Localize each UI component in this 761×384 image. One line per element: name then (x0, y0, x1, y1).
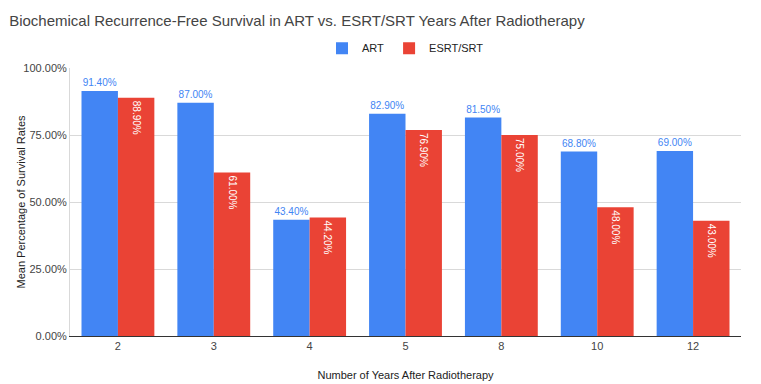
svg-text:0.00%: 0.00% (36, 330, 67, 342)
svg-text:10: 10 (591, 340, 603, 352)
svg-text:69.00%: 69.00% (658, 137, 692, 148)
svg-text:48.00%: 48.00% (610, 210, 621, 244)
svg-text:50.00%: 50.00% (29, 196, 67, 208)
svg-text:43.40%: 43.40% (274, 206, 308, 217)
svg-text:75.00%: 75.00% (29, 129, 67, 141)
svg-text:5: 5 (402, 340, 408, 352)
svg-text:ART: ART (362, 42, 384, 54)
svg-text:100.00%: 100.00% (23, 62, 67, 74)
svg-text:8: 8 (498, 340, 504, 352)
svg-text:4: 4 (307, 340, 313, 352)
svg-text:87.00%: 87.00% (179, 89, 213, 100)
svg-text:2: 2 (115, 340, 121, 352)
svg-text:3: 3 (211, 340, 217, 352)
svg-text:76.90%: 76.90% (418, 133, 429, 167)
svg-text:61.00%: 61.00% (227, 176, 238, 210)
svg-text:68.80%: 68.80% (562, 138, 596, 149)
svg-text:Mean Percentage of Survival Ra: Mean Percentage of Survival Rates (15, 115, 27, 289)
svg-text:43.00%: 43.00% (706, 224, 717, 258)
svg-text:25.00%: 25.00% (29, 263, 67, 275)
svg-text:Number of Years After Radiothe: Number of Years After Radiotherapy (317, 369, 494, 381)
svg-text:91.40%: 91.40% (83, 77, 117, 88)
svg-text:82.90%: 82.90% (370, 100, 404, 111)
svg-text:88.90%: 88.90% (131, 101, 142, 135)
svg-text:75.00%: 75.00% (514, 138, 525, 172)
svg-text:44.20%: 44.20% (322, 221, 333, 255)
svg-text:81.50%: 81.50% (466, 104, 500, 115)
svg-text:Biochemical Recurrence-Free Su: Biochemical Recurrence-Free Survival in … (9, 12, 585, 29)
svg-text:ESRT/SRT: ESRT/SRT (429, 42, 483, 54)
svg-text:12: 12 (687, 340, 699, 352)
